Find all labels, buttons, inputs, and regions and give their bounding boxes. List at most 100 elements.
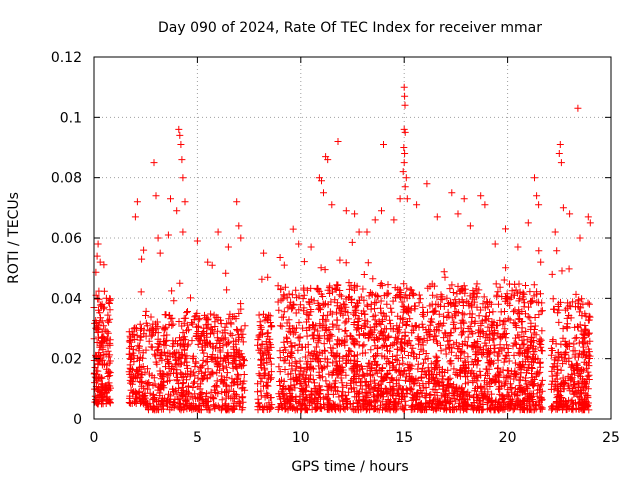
data-point [401, 128, 409, 136]
data-point [223, 340, 231, 348]
data-point [454, 354, 462, 362]
data-point [512, 371, 520, 379]
data-point [264, 329, 272, 337]
data-point [175, 125, 183, 133]
data-point [227, 394, 235, 402]
data-point [364, 259, 372, 267]
data-point [480, 293, 488, 301]
data-point [515, 280, 523, 288]
data-point [552, 340, 560, 348]
data-point [387, 375, 395, 383]
data-point [334, 138, 342, 145]
data-point [199, 399, 207, 407]
data-point [341, 327, 349, 335]
data-point [401, 397, 409, 405]
data-point [91, 364, 99, 371]
data-point [522, 282, 529, 289]
data-point [401, 331, 409, 339]
data-point [144, 405, 152, 413]
data-point [316, 304, 323, 312]
data-point [582, 351, 590, 359]
data-point [350, 375, 357, 382]
data-point [162, 363, 169, 371]
data-point [292, 396, 299, 404]
data-point [160, 332, 168, 340]
data-point [513, 402, 521, 410]
data-point [94, 360, 102, 368]
data-point [342, 259, 350, 267]
data-point [457, 319, 465, 327]
data-point [278, 322, 286, 330]
data-point [211, 405, 219, 413]
data-point [147, 326, 155, 334]
data-point [377, 297, 385, 305]
data-point [318, 177, 325, 185]
data-point [506, 316, 514, 324]
data-point [565, 357, 573, 365]
data-point [419, 303, 427, 311]
data-point [432, 374, 440, 382]
data-point [400, 83, 408, 91]
data-point [188, 337, 196, 345]
data-point [353, 326, 361, 334]
data-point [150, 159, 158, 167]
data-point [338, 305, 346, 313]
data-point [266, 355, 274, 362]
data-point [364, 302, 372, 310]
axes: 0 5 10 15 20 25 0 0.02 0.04 0.06 0.08 0.1 0.12 [51, 50, 620, 446]
data-point [106, 341, 114, 349]
data-point [525, 380, 533, 388]
data-point [181, 396, 189, 404]
data-point [307, 391, 315, 399]
x-tick-label: 25 [602, 430, 620, 446]
data-point [350, 321, 358, 328]
data-point [358, 385, 366, 393]
data-point [347, 348, 355, 356]
data-point [499, 404, 507, 412]
data-point [343, 381, 351, 389]
data-point [177, 340, 185, 348]
data-point [586, 219, 594, 227]
data-point [452, 312, 460, 320]
data-point [580, 331, 588, 339]
data-point [254, 403, 262, 411]
data-point [195, 395, 203, 403]
data-point [469, 405, 477, 413]
data-point [292, 309, 300, 317]
data-point [420, 312, 428, 320]
data-point [202, 392, 210, 400]
data-point [384, 281, 392, 289]
data-point [483, 298, 491, 306]
data-point [434, 301, 442, 309]
data-point [332, 352, 340, 360]
data-point [135, 347, 143, 355]
data-point [283, 294, 291, 302]
data-point [190, 379, 197, 387]
data-point [576, 308, 584, 316]
data-point [560, 397, 567, 405]
data-point [236, 360, 244, 368]
data-point [360, 296, 368, 304]
data-point [258, 374, 266, 382]
data-point [196, 315, 204, 323]
data-point [506, 280, 513, 288]
data-point [363, 301, 371, 309]
data-point [339, 366, 347, 374]
data-point [371, 216, 379, 224]
data-point [103, 393, 111, 401]
data-point [484, 359, 492, 367]
data-point [531, 314, 539, 321]
data-point [446, 344, 454, 352]
data-point [449, 289, 457, 296]
data-point [126, 338, 134, 346]
data-point [411, 322, 419, 329]
data-point [347, 296, 355, 304]
data-point [203, 374, 211, 382]
data-point [363, 228, 371, 236]
data-point [361, 310, 369, 318]
data-point [290, 301, 298, 309]
data-point [525, 392, 533, 400]
data-point [284, 353, 291, 360]
data-point [523, 336, 531, 344]
data-point [536, 368, 544, 376]
